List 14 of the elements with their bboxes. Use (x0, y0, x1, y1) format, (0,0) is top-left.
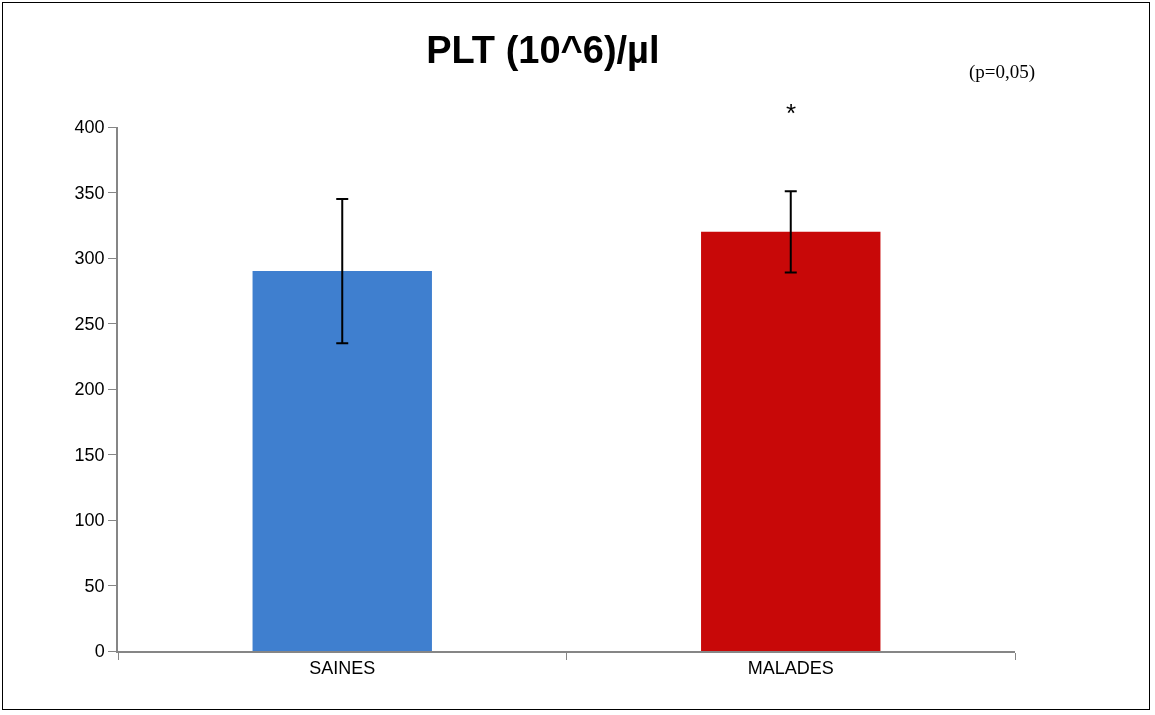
y-tick-label: 0 (94, 641, 105, 662)
y-tick-label: 300 (74, 248, 105, 269)
x-tick-label: MALADES (747, 658, 834, 679)
y-tick-label: 200 (74, 379, 105, 400)
y-tick-label: 350 (74, 182, 105, 203)
x-tick-label: SAINES (309, 658, 376, 679)
annotation: * (786, 98, 797, 128)
chart-title: PLT (10^6)/µl (426, 29, 660, 72)
y-tick-label: 400 (74, 117, 105, 138)
text: (p=0,05) (969, 61, 1036, 83)
y-tick-label: 150 (74, 444, 105, 465)
y-tick-label: 50 (84, 575, 105, 596)
y-tick-label: 250 (74, 313, 105, 334)
y-tick-label: 100 (74, 510, 105, 531)
